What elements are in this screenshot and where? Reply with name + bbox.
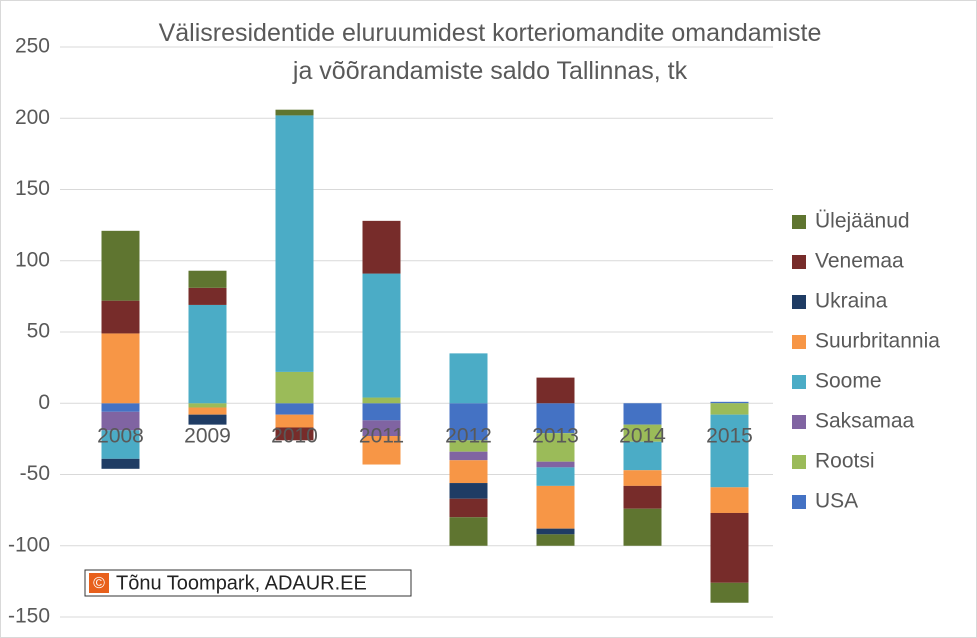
bar-segment (101, 458, 140, 469)
bar-segment (362, 397, 401, 404)
legend-swatch (792, 455, 806, 469)
bar-segment (710, 512, 749, 583)
bar-segment (362, 436, 401, 465)
bar-segment (449, 403, 488, 441)
legend-label: Ülejäänud (815, 210, 910, 233)
legend-swatch (792, 375, 806, 389)
bar-segment (275, 115, 314, 372)
x-tick-label: 2013 (532, 425, 579, 448)
bar-segment (188, 270, 227, 288)
bar-segment (362, 420, 401, 437)
bar-segment (101, 230, 140, 301)
y-tick-label: -150 (8, 605, 50, 628)
bar-segment (275, 403, 314, 415)
legend-swatch (792, 215, 806, 229)
bar-segment (449, 483, 488, 499)
credit: Tõnu Toompark, ADAUR.EE (116, 572, 367, 594)
bar-segment (536, 528, 575, 535)
bar-segment (710, 414, 749, 488)
bar-segment (623, 470, 662, 486)
bar-segment (275, 414, 314, 428)
bar-segment (449, 498, 488, 518)
credit-box (84, 569, 412, 597)
bar-segment (362, 403, 401, 421)
bar-segment (536, 377, 575, 404)
y-tick-label: 0 (38, 391, 50, 414)
bar-segment (710, 487, 749, 513)
credit-symbol: © (93, 575, 105, 592)
x-tick-label: 2008 (97, 425, 144, 448)
bar-segment (101, 300, 140, 334)
bar-segment (623, 485, 662, 509)
y-tick-label: -50 (20, 462, 50, 485)
legend-swatch (792, 255, 806, 269)
bar-segment (710, 582, 749, 603)
legend-label: Venemaa (815, 250, 904, 273)
bar-segment (449, 440, 488, 452)
bar-segment (449, 517, 488, 546)
bar-segment (275, 427, 314, 441)
bar-segment (449, 353, 488, 404)
y-tick-label: 50 (27, 320, 50, 343)
bar-segment (623, 424, 662, 442)
legend-label: Rootsi (815, 450, 875, 473)
x-tick-label: 2012 (445, 425, 492, 448)
bar-segment (623, 403, 662, 425)
legend-swatch (792, 415, 806, 429)
legend-label: Suurbritannia (815, 330, 940, 353)
y-tick-label: 200 (15, 106, 50, 129)
bar-segment (362, 220, 401, 274)
y-tick-label: 100 (15, 248, 50, 271)
bar-segment (188, 304, 227, 404)
bar-segment (275, 371, 314, 404)
x-tick-label: 2011 (359, 425, 404, 448)
legend-swatch (792, 335, 806, 349)
bar-segment (623, 508, 662, 546)
bar-segment (536, 467, 575, 486)
bar-segment (449, 460, 488, 484)
legend-label: Soome (815, 370, 882, 393)
bar-segment (188, 287, 227, 305)
bar-segment (362, 273, 401, 398)
y-tick-label: 250 (15, 35, 50, 58)
legend-swatch (792, 495, 806, 509)
bar-segment (536, 461, 575, 468)
legend-swatch (792, 295, 806, 309)
x-tick-label: 2014 (619, 425, 666, 448)
x-tick-label: 2010 (271, 425, 318, 448)
bar-segment (710, 403, 749, 415)
credit-icon (89, 573, 109, 593)
bar-segment (536, 534, 575, 546)
bar-segment (188, 407, 227, 415)
bar-segment (101, 333, 140, 404)
y-tick-label: 150 (15, 177, 50, 200)
bar-segment (101, 430, 140, 459)
bar-segment (449, 451, 488, 461)
bar-segment (101, 403, 140, 412)
legend-label: USA (815, 490, 858, 513)
bar-segment (101, 411, 140, 431)
x-tick-label: 2009 (184, 425, 231, 448)
chart-title: Välisresidentide eluruumidest korterioma… (158, 19, 822, 85)
bar-segment (188, 414, 227, 425)
bar-segment (188, 403, 227, 408)
x-tick-label: 2015 (706, 425, 753, 448)
legend-label: Saksamaa (815, 410, 915, 433)
bar-segment (536, 433, 575, 462)
bar-segment (536, 485, 575, 529)
bar-segment (710, 401, 749, 404)
bar-segment (275, 109, 314, 116)
bar-segment (623, 441, 662, 471)
y-tick-label: -100 (8, 533, 50, 556)
bar-segment (536, 403, 575, 434)
legend-label: Ukraina (815, 290, 888, 313)
